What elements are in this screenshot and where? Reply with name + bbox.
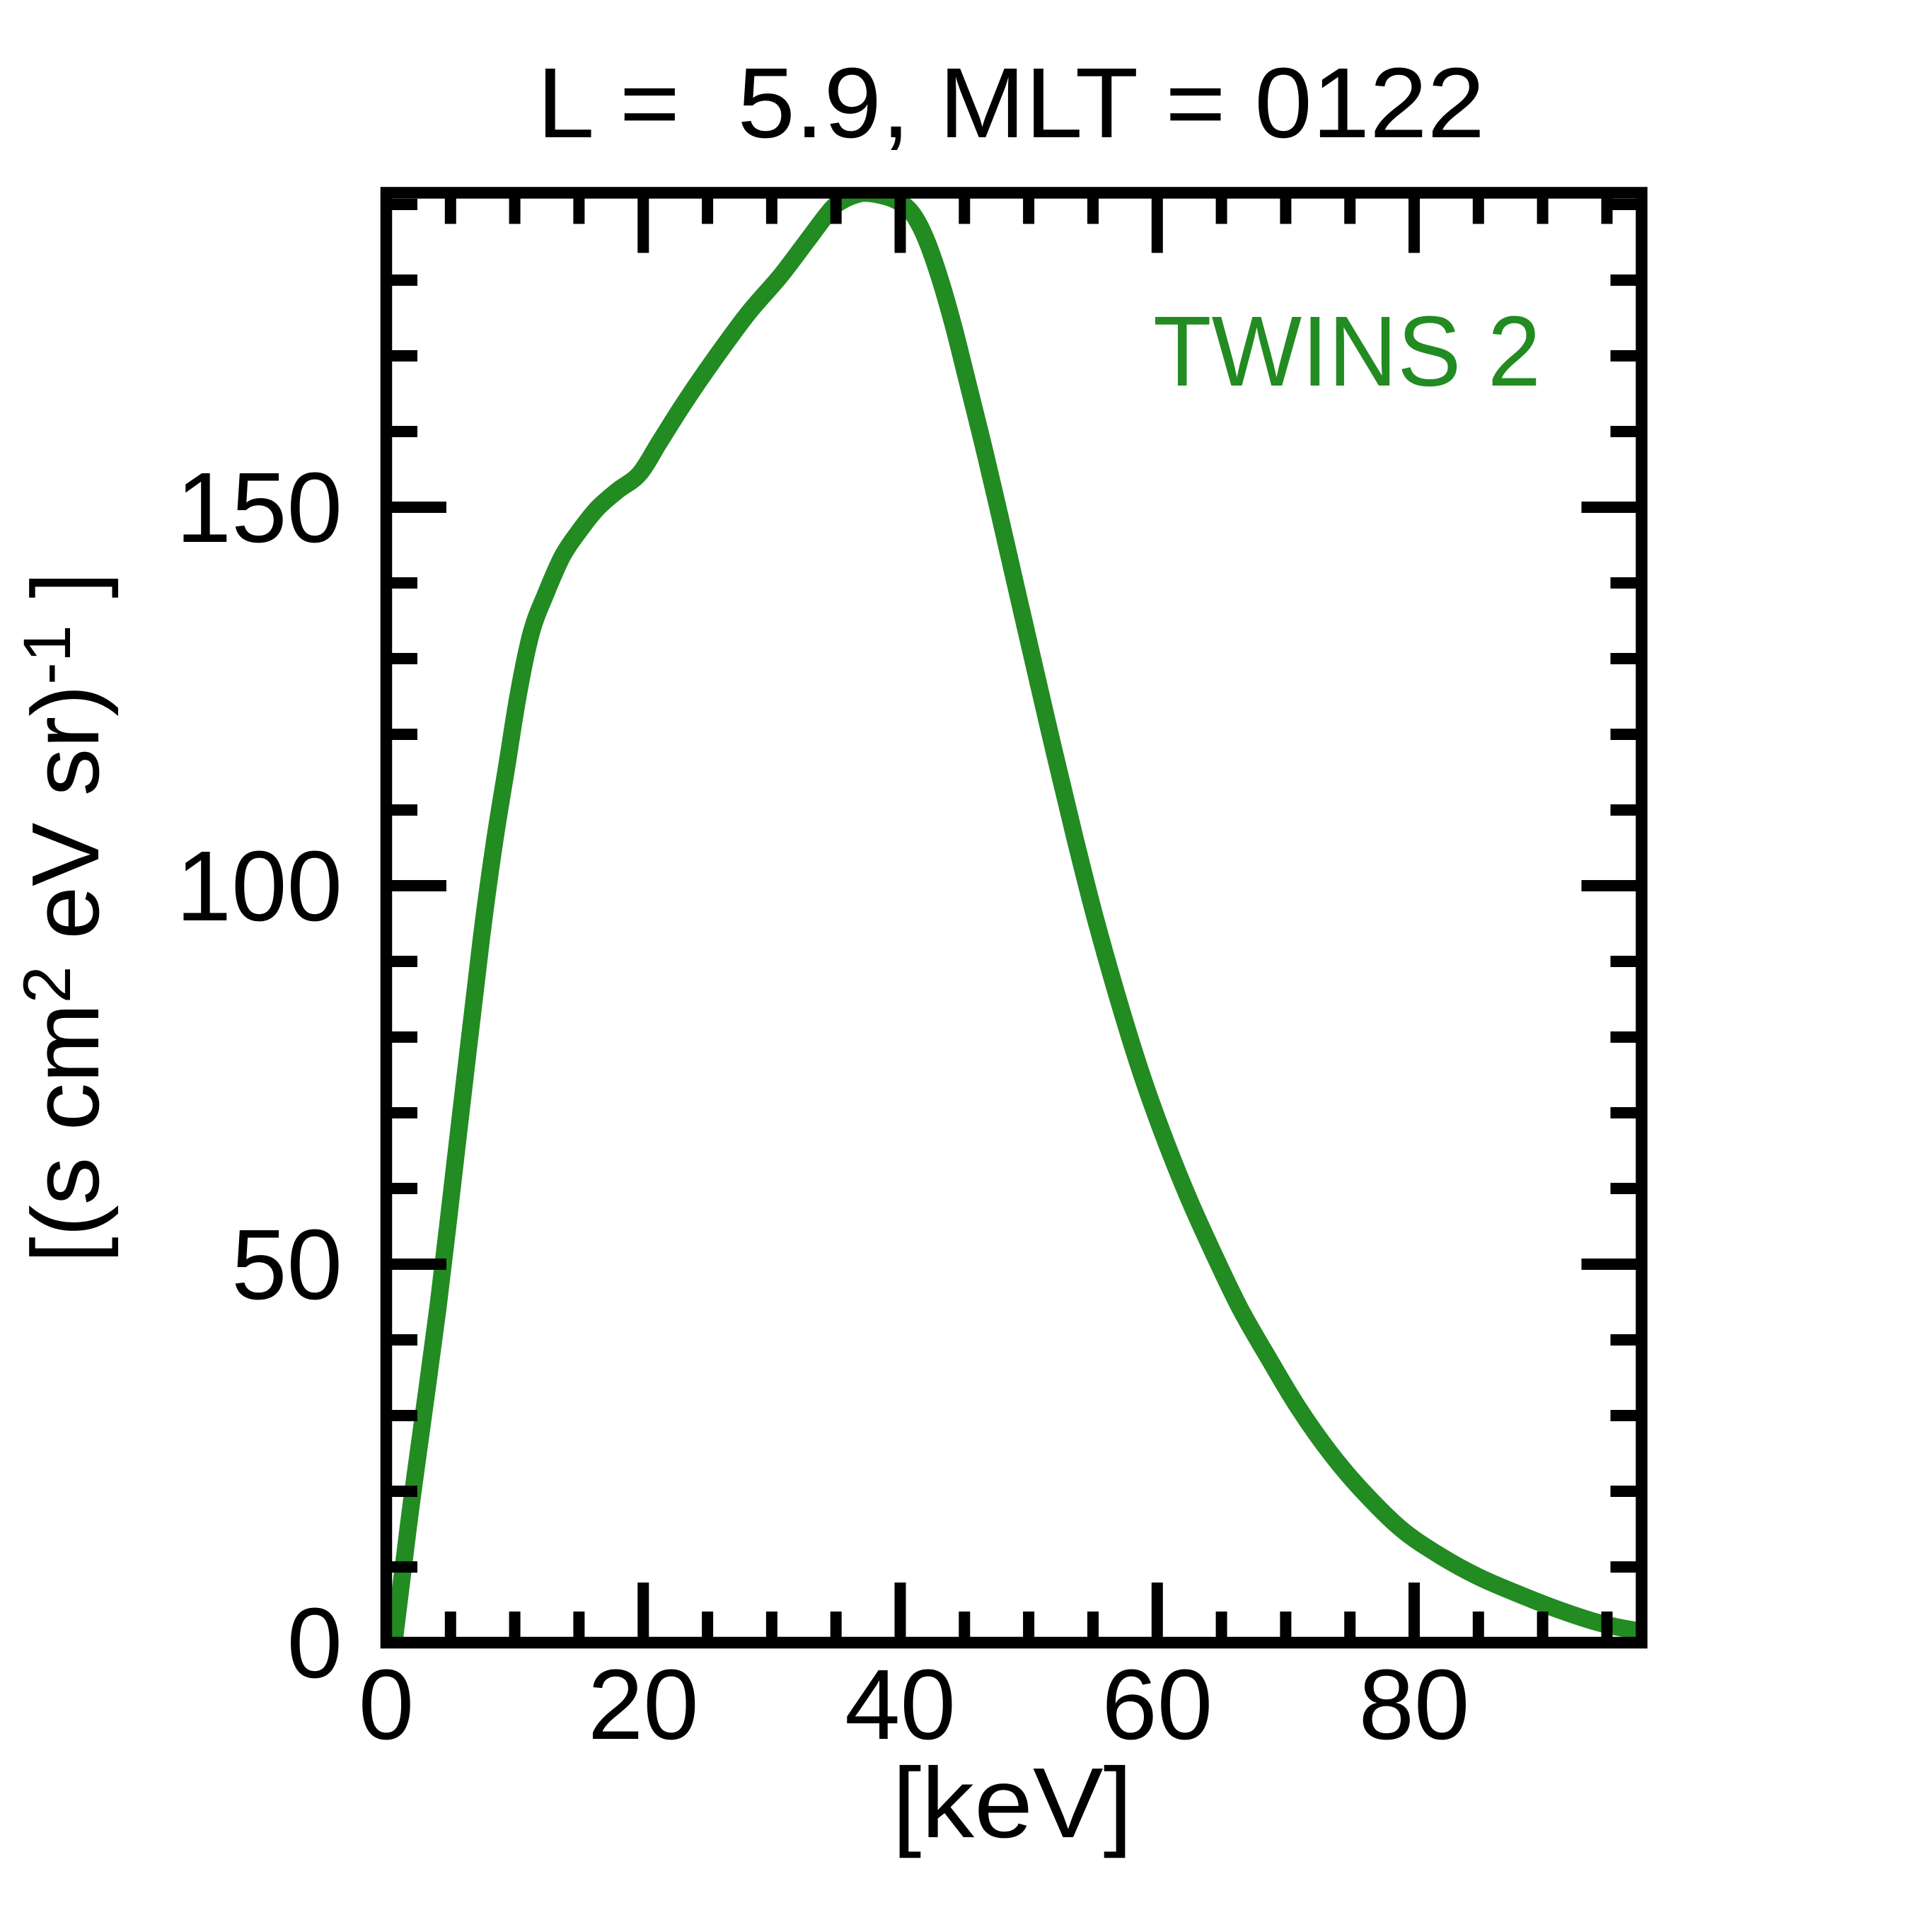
svg-text:[(s cm2 eV sr)-1 ]: [(s cm2 eV sr)-1 ] bbox=[10, 572, 119, 1263]
svg-text:0: 0 bbox=[287, 1587, 342, 1699]
svg-text:80: 80 bbox=[1359, 1648, 1470, 1760]
svg-text:L = 5.9, MLT = 0122: L = 5.9, MLT = 0122 bbox=[537, 47, 1485, 158]
svg-text:0: 0 bbox=[359, 1648, 414, 1760]
svg-text:50: 50 bbox=[231, 1208, 342, 1320]
svg-text:150: 150 bbox=[176, 451, 342, 563]
svg-text:20: 20 bbox=[588, 1648, 699, 1760]
svg-text:100: 100 bbox=[176, 830, 342, 942]
svg-text:[keV]: [keV] bbox=[892, 1747, 1133, 1858]
svg-text:60: 60 bbox=[1101, 1648, 1213, 1760]
svg-text:TWINS 2: TWINS 2 bbox=[1153, 295, 1541, 407]
svg-text:40: 40 bbox=[845, 1648, 956, 1760]
